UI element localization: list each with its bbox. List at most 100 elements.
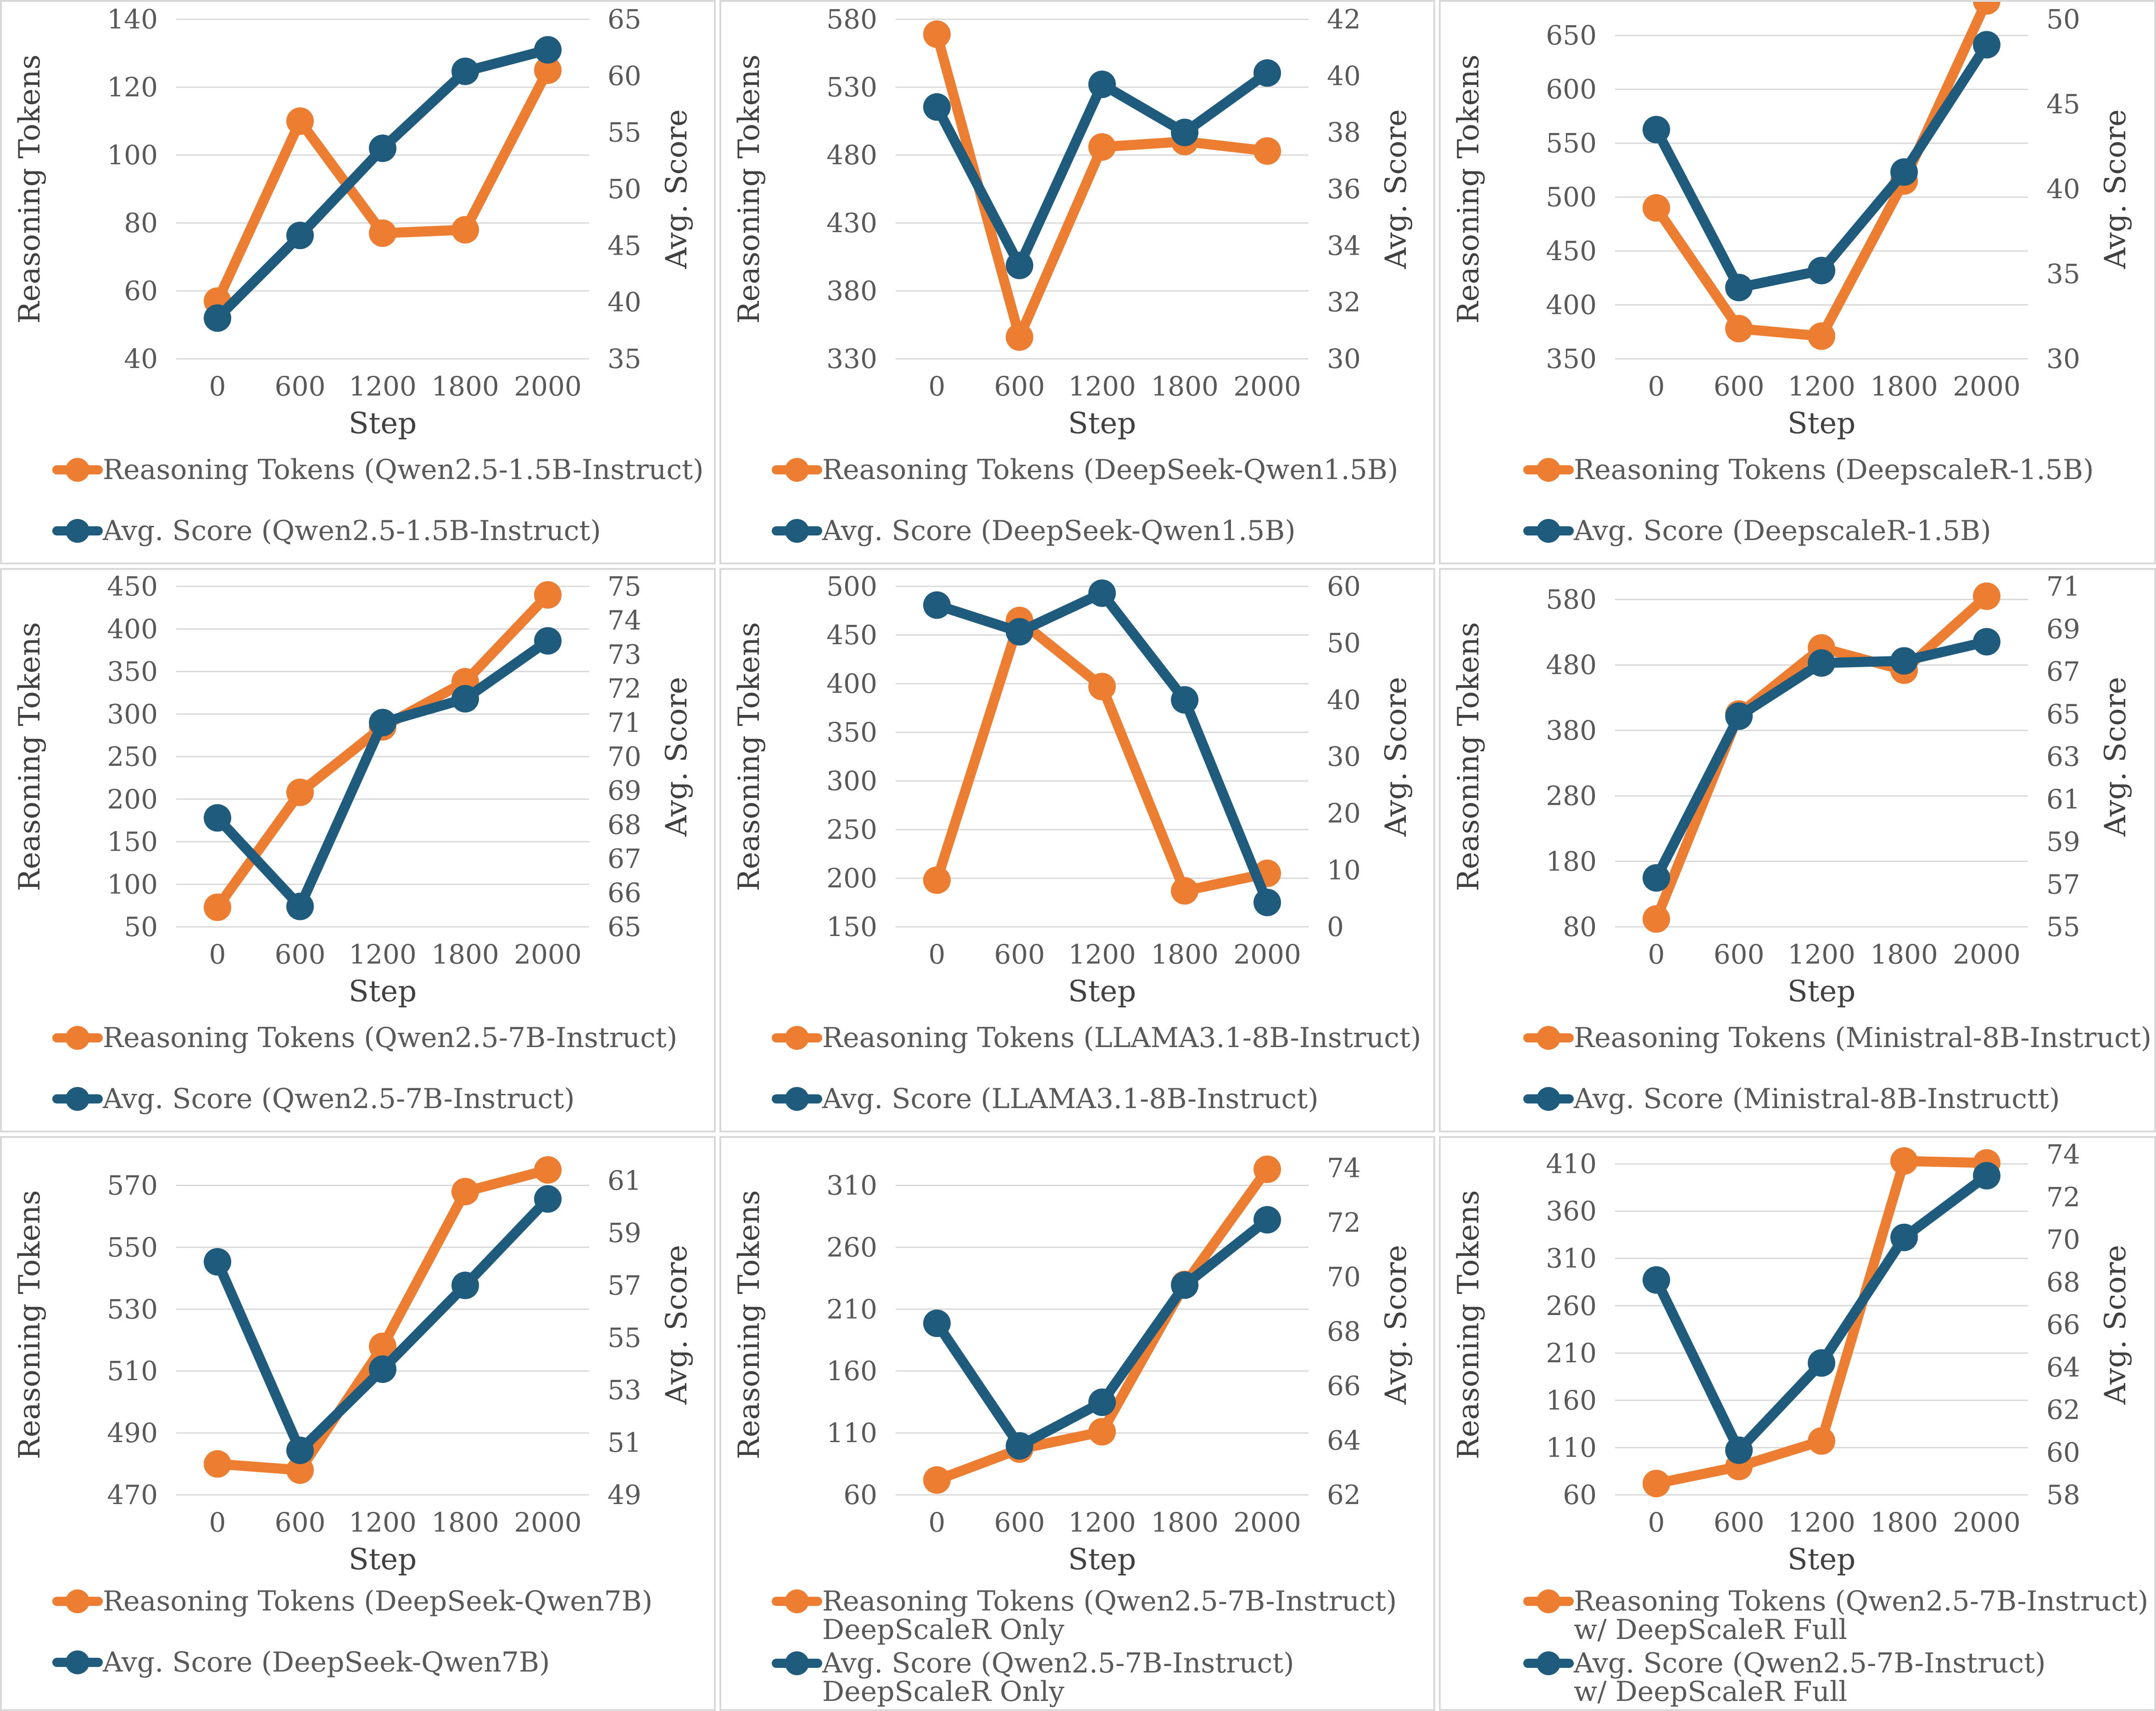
left-axis-tick-label: 550 (1546, 128, 1597, 159)
right-axis-tick-label: 34 (1327, 230, 1361, 261)
data-point-avg-score (534, 1185, 562, 1213)
series-line-reasoning-tokens (212, 590, 553, 913)
chart-panel-1: 140 120 100 80 60 40 65 60 55 50 45 40 35 0 600 1200 180… (0, 0, 716, 564)
chart-panel-5: 500 450 400 350 300 250 200 150 60 50 40 30 20 10 0 0 60… (719, 568, 1435, 1132)
legend-marker-swatch (1537, 1651, 1560, 1675)
x-axis-tick-label: 2000 (1233, 939, 1301, 970)
x-axis-tick-label: 1200 (349, 939, 417, 970)
series-line-avg-score (932, 68, 1272, 271)
right-axis-tick-label: 42 (1327, 4, 1361, 35)
x-axis-tick-label: 2000 (1953, 371, 2021, 402)
left-axis-tick-label: 150 (826, 911, 877, 942)
left-axis-title: Reasoning Tokens (1452, 622, 1486, 892)
legend-item-reasoning-tokens: Reasoning Tokens (Qwen2.5-7B-Instruct) (52, 1022, 677, 1054)
x-axis-tick-label: 0 (209, 1507, 226, 1538)
left-axis-tick-label: 100 (107, 869, 158, 900)
left-axis-tick-label: 350 (107, 656, 158, 687)
data-point-reasoning-tokens (1808, 322, 1835, 350)
left-axis-title: Reasoning Tokens (732, 1190, 766, 1460)
x-axis-tick-label: 1200 (1788, 1507, 1855, 1538)
left-axis-tick-label: 450 (1546, 235, 1597, 267)
legend-item-reasoning-tokens: Reasoning Tokens (Ministral-8B-Instruct) (1523, 1022, 2151, 1054)
right-axis-tick-label: 57 (607, 1270, 641, 1301)
data-point-avg-score (451, 57, 479, 85)
right-axis-tick-label: 55 (607, 117, 641, 148)
right-axis-tick-label: 59 (607, 1217, 641, 1248)
data-point-reasoning-tokens (923, 20, 951, 48)
right-axis-tick-label: 20 (1327, 798, 1361, 829)
line-chart: 580 480 380 280 180 80 71 69 67 65 63 61 59 57 55 0 600 1… (1452, 571, 2151, 1115)
right-axis-tick-label: 51 (607, 1427, 641, 1458)
data-point-avg-score (1253, 59, 1281, 87)
left-axis-tick-label: 500 (826, 571, 877, 602)
right-axis-tick-label: 60 (2046, 1437, 2080, 1468)
left-axis-tick-label: 450 (107, 571, 158, 602)
legend-label: Avg. Score (Qwen2.5-7B-Instruct) (102, 1083, 575, 1115)
series-line-reasoning-tokens (932, 615, 1272, 896)
x-axis-tick-label: 1200 (1068, 1507, 1136, 1538)
data-point-avg-score (1643, 864, 1670, 892)
right-axis-tick-label: 45 (2046, 89, 2080, 120)
right-axis-tick-label: 64 (2046, 1352, 2080, 1383)
left-axis-tick-label: 200 (826, 863, 877, 894)
data-point-reasoning-tokens (1643, 905, 1670, 933)
legend-item-avg-score: Avg. Score (Qwen2.5-1.5B-Instruct) (52, 515, 601, 547)
x-axis-tick-label: 1800 (1151, 371, 1219, 402)
x-axis-tick-label: 2000 (514, 939, 582, 970)
x-axis-tick-label: 1200 (1068, 371, 1136, 402)
right-axis-tick-label: 60 (1327, 571, 1361, 602)
left-axis-tick-label: 400 (107, 613, 158, 645)
data-point-reasoning-tokens (369, 219, 396, 247)
left-axis-tick-label: 450 (826, 619, 877, 651)
left-axis-tick-label: 40 (124, 343, 158, 374)
legend-label: Reasoning Tokens (Qwen2.5-7B-Instruct) (1574, 1585, 2148, 1617)
x-axis-tick-label: 0 (929, 939, 946, 970)
left-axis-tick-label: 280 (1546, 780, 1597, 812)
right-axis-tick-label: 10 (1327, 854, 1361, 886)
right-axis-tick-label: 68 (607, 809, 641, 840)
right-axis-tick-label: 62 (2046, 1394, 2080, 1426)
right-axis-tick-label: 62 (1327, 1479, 1361, 1510)
legend-item-reasoning-tokens: Reasoning Tokens (Qwen2.5-1.5B-Instruct) (52, 454, 704, 486)
x-axis-tick-label: 1800 (431, 371, 499, 402)
data-point-avg-score (451, 1271, 479, 1299)
x-axis-tick-label: 0 (209, 939, 226, 970)
data-point-reasoning-tokens (451, 216, 479, 244)
x-axis-tick-label: 1200 (349, 371, 417, 402)
right-axis-tick-label: 66 (1327, 1371, 1361, 1402)
x-axis-title: Step (1068, 407, 1136, 440)
right-axis-tick-label: 75 (607, 571, 641, 602)
right-axis-tick-label: 67 (607, 843, 641, 875)
left-axis-tick-label: 150 (107, 826, 158, 858)
data-point-avg-score (1171, 1271, 1198, 1299)
data-point-reasoning-tokens (1643, 194, 1670, 222)
left-axis-tick-label: 480 (1546, 649, 1597, 680)
x-axis-title: Step (349, 407, 417, 440)
data-point-reasoning-tokens (451, 1177, 479, 1205)
x-axis-tick-label: 0 (1648, 371, 1665, 402)
legend-marker-swatch (66, 1087, 89, 1111)
right-axis-title: Avg. Score (2099, 109, 2133, 269)
right-axis-tick-label: 61 (607, 1165, 641, 1196)
x-axis-tick-label: 600 (1714, 1507, 1765, 1538)
left-axis-tick-label: 160 (826, 1355, 877, 1387)
right-axis-title: Avg. Score (1379, 109, 1413, 269)
left-axis-tick-label: 510 (107, 1355, 158, 1387)
data-point-avg-score (1808, 1349, 1835, 1377)
legend-label: Reasoning Tokens (DeepSeek-Qwen7B) (103, 1585, 652, 1617)
left-axis-tick-label: 110 (826, 1417, 877, 1449)
data-point-reasoning-tokens (534, 581, 562, 609)
x-axis-title: Step (349, 975, 417, 1009)
left-axis-title: Reasoning Tokens (1452, 55, 1486, 324)
left-axis-tick-label: 580 (1546, 584, 1597, 615)
left-axis-tick-label: 250 (826, 814, 877, 845)
data-point-reasoning-tokens (1088, 1418, 1116, 1446)
right-axis-tick-label: 65 (607, 911, 641, 942)
legend-label: Reasoning Tokens (Qwen2.5-7B-Instruct) (822, 1585, 1397, 1617)
right-axis-tick-label: 50 (1327, 628, 1361, 659)
legend-item-reasoning-tokens: Reasoning Tokens (DeepSeek-Qwen7B) (52, 1585, 652, 1617)
right-axis-tick-label: 72 (2046, 1182, 2080, 1213)
x-axis-title: Step (1068, 975, 1136, 1009)
x-axis-tick-label: 0 (929, 371, 946, 402)
x-axis-tick-label: 2000 (1233, 371, 1301, 402)
